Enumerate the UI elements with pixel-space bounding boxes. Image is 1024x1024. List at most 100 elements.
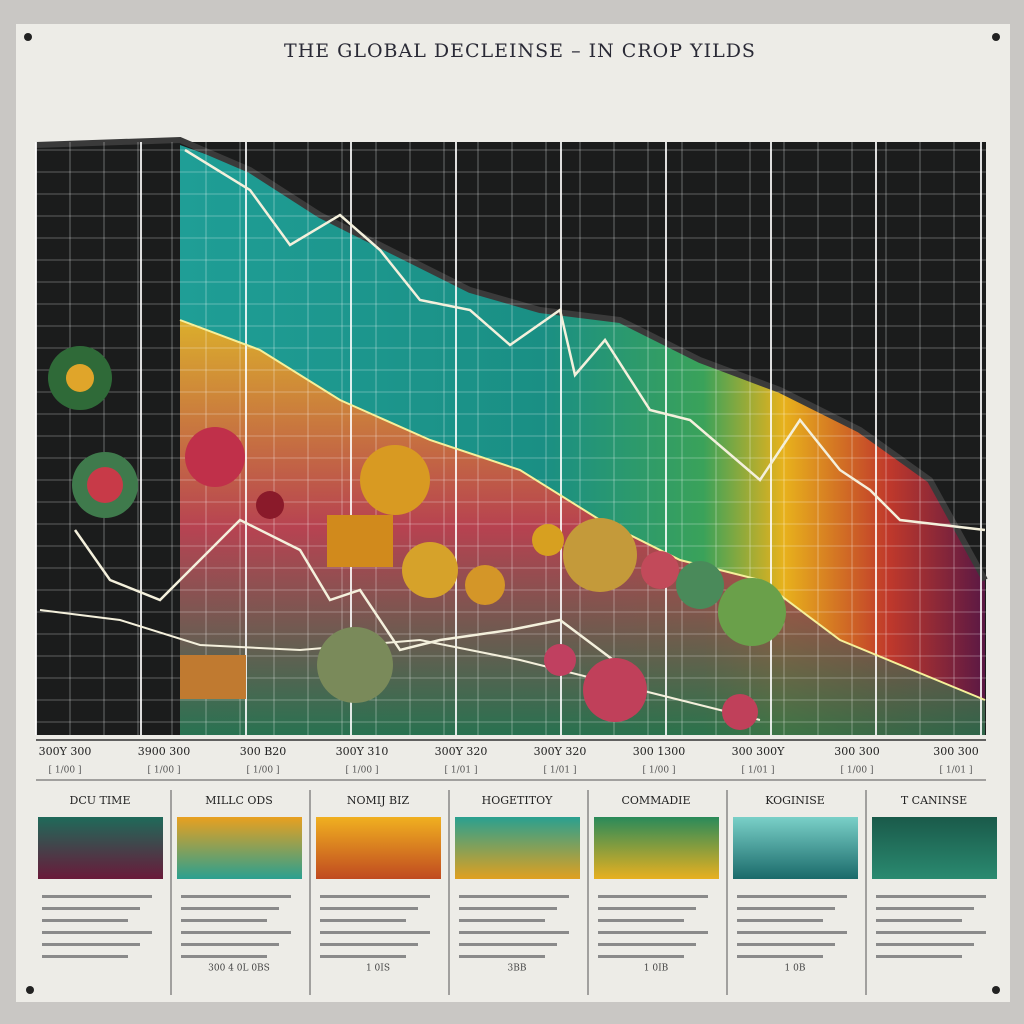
- text-line: [181, 955, 267, 958]
- text-line: [320, 955, 406, 958]
- x-axis-sublabel: [ 1/00 ]: [247, 766, 280, 776]
- text-line: [42, 895, 152, 898]
- crop-illustration: [185, 427, 245, 487]
- text-line: [181, 931, 291, 934]
- text-line: [598, 907, 696, 910]
- crop-illustration: [583, 658, 647, 722]
- x-axis-sublabel: [ 1/01 ]: [742, 766, 775, 776]
- panel-footer: 3BB: [508, 964, 527, 974]
- text-line: [598, 919, 684, 922]
- crop-illustration: [641, 551, 679, 589]
- crop-illustration: [718, 578, 786, 646]
- panel-heading: NOMIJ BIZ: [347, 794, 410, 807]
- x-axis-label: 300Y 310: [336, 745, 389, 758]
- text-line: [459, 895, 569, 898]
- trend-line: [179, 319, 986, 701]
- panel-footer: 1 0IS: [366, 964, 390, 974]
- crop-illustration: [544, 644, 576, 676]
- crop-illustration: [465, 565, 505, 605]
- text-line: [181, 943, 279, 946]
- x-axis-label: 300 300Y: [732, 745, 785, 758]
- panel-heading: HOGETITOY: [482, 794, 553, 807]
- panel-swatch: [594, 817, 719, 879]
- text-line: [598, 895, 708, 898]
- panel-footer: 300 4 0L 0BS: [208, 964, 270, 974]
- pin: [992, 33, 1000, 41]
- text-line: [459, 907, 557, 910]
- panel-footer: 1 0IB: [644, 964, 669, 974]
- x-axis-sublabel: [ 1/00 ]: [49, 766, 82, 776]
- text-line: [459, 943, 557, 946]
- text-line: [181, 907, 279, 910]
- panel-footer: 1 0B: [785, 964, 806, 974]
- text-line: [737, 919, 823, 922]
- trend-line: [73, 518, 641, 681]
- text-line: [598, 931, 708, 934]
- x-axis-sublabel: [ 1/00 ]: [643, 766, 676, 776]
- crop-illustration: [66, 364, 94, 392]
- text-line: [737, 907, 835, 910]
- text-line: [42, 943, 140, 946]
- x-axis-sublabel: [ 1/01 ]: [544, 766, 577, 776]
- x-axis-label: 3900 300: [138, 745, 191, 758]
- pin: [24, 33, 32, 41]
- text-line: [737, 895, 847, 898]
- x-axis-sublabel: [ 1/01 ]: [445, 766, 478, 776]
- x-axis-label: 300 1300: [633, 745, 686, 758]
- panel-heading: KOGINISE: [765, 794, 825, 807]
- crop-illustration: [317, 627, 393, 703]
- text-line: [42, 955, 128, 958]
- text-line: [737, 955, 823, 958]
- panels: DCU TIME MILLC ODS 300 4 0L 0BS NOMIJ BIZ 1 …: [38, 790, 997, 995]
- text-line: [42, 907, 140, 910]
- panel-swatch: [455, 817, 580, 879]
- text-line: [598, 943, 696, 946]
- crop-illustration: [402, 542, 458, 598]
- x-axis-label: 300 300: [834, 745, 880, 758]
- text-line: [876, 931, 986, 934]
- text-line: [459, 931, 569, 934]
- crop-illustration: [563, 518, 637, 592]
- text-line: [876, 943, 974, 946]
- x-axis-label: 300Y 320: [435, 745, 488, 758]
- panel-heading: MILLC ODS: [205, 794, 273, 807]
- text-line: [42, 931, 152, 934]
- crop-illustration: [87, 467, 123, 503]
- x-axis-sublabel: [ 1/00 ]: [346, 766, 379, 776]
- grid: [35, 142, 986, 735]
- text-line: [320, 931, 430, 934]
- pin: [26, 986, 34, 994]
- x-axis-sublabel: [ 1/00 ]: [841, 766, 874, 776]
- text-line: [42, 919, 128, 922]
- panel-swatch: [177, 817, 302, 879]
- x-axis-label: 300 B20: [240, 745, 287, 758]
- text-line: [181, 919, 267, 922]
- text-line: [876, 907, 974, 910]
- text-line: [181, 895, 291, 898]
- crop-illustration: [327, 515, 393, 567]
- x-axis-sublabel: [ 1/01 ]: [940, 766, 973, 776]
- text-line: [876, 895, 986, 898]
- crop-illustration: [532, 524, 564, 556]
- crop-illustration: [256, 491, 284, 519]
- text-line: [737, 943, 835, 946]
- terrain-edge: [35, 136, 988, 582]
- panel-heading: DCU TIME: [70, 794, 131, 807]
- x-axis-sublabel: [ 1/00 ]: [148, 766, 181, 776]
- panel-swatch: [872, 817, 997, 879]
- panel-heading: COMMADIE: [621, 794, 690, 807]
- x-axis-label: 300 300: [933, 745, 979, 758]
- text-line: [320, 919, 406, 922]
- panel-swatch: [316, 817, 441, 879]
- text-line: [320, 907, 418, 910]
- text-line: [876, 955, 962, 958]
- poster-title: THE GLOBAL DECLEINSE – IN CROP YILDS: [284, 40, 756, 62]
- crop-illustration: [360, 445, 430, 515]
- text-line: [320, 895, 430, 898]
- crop-illustration: [180, 655, 246, 699]
- x-axis-labels: 300Y 300 [ 1/00 ] 3900 300 [ 1/00 ] 300 B20 […: [39, 745, 979, 776]
- x-axis-label: 300Y 320: [534, 745, 587, 758]
- text-line: [737, 931, 847, 934]
- trend-line: [184, 148, 986, 532]
